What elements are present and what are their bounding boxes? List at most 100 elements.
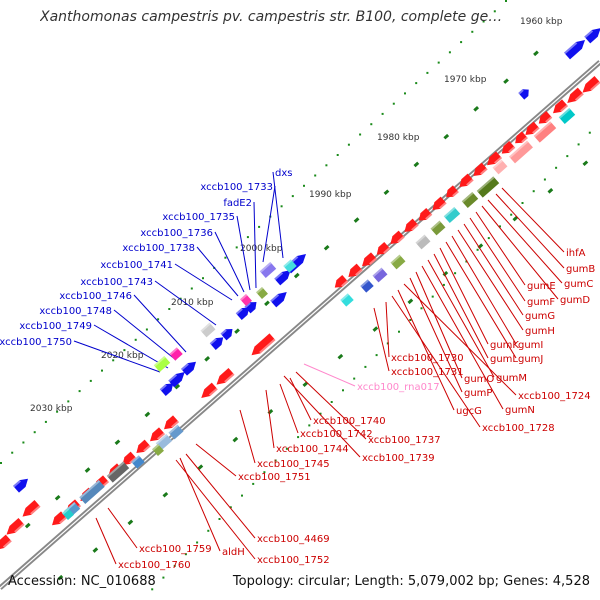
tick-dot — [179, 297, 182, 300]
tick-dot — [415, 82, 418, 85]
forward-gene-arrow — [181, 361, 196, 376]
reverse-gene-arrow-shine — [143, 444, 151, 452]
feature-box-shape — [509, 140, 533, 164]
reverse-gene-label: gumG — [525, 311, 555, 322]
tick-dash — [407, 298, 414, 305]
reverse-gene-label: xccb100_1759 — [139, 544, 212, 555]
feature-box — [200, 322, 216, 338]
tick-dot — [274, 459, 277, 462]
reverse-gene-label: gumB — [566, 264, 595, 275]
kbp-tick-label: 1960 kbp — [520, 17, 563, 27]
forward-gene-arrow-shape — [13, 478, 28, 493]
feature-box-shape — [443, 206, 461, 224]
tick-dot — [89, 379, 92, 382]
tick-dot — [499, 225, 501, 228]
tick-dot — [319, 412, 322, 415]
feature-box — [430, 220, 446, 236]
tick-dot — [101, 369, 103, 372]
forward-gene-label: xccb100_1741 — [100, 260, 173, 271]
reverse-gene-arrow-shape — [525, 121, 540, 135]
reverse-gene-label-leader — [501, 187, 565, 253]
kbp-tick-label: 2020 kbp — [101, 351, 144, 361]
kbp-tick-label: 1990 kbp — [309, 190, 352, 200]
reverse-gene-label: gumN — [505, 405, 535, 416]
reverse-gene-label-leader — [283, 375, 361, 458]
reverse-gene-arrow-shine — [369, 257, 377, 265]
tick-dot — [555, 166, 558, 169]
forward-gene-arrow — [244, 302, 257, 314]
feature-box — [340, 293, 354, 307]
forward-gene-arrow-shine — [274, 271, 284, 281]
tick-dot — [67, 400, 70, 403]
forward-gene-label-leader — [133, 294, 187, 353]
reverse-gene-arrow-shape — [487, 151, 502, 166]
reverse-gene-label: gumM — [496, 373, 527, 384]
tick-dot — [336, 154, 339, 156]
forward-gene-arrow-shape — [584, 28, 600, 44]
tick-dot — [224, 256, 227, 259]
reverse-gene-arrow-shine — [425, 213, 433, 220]
tick-dash — [144, 411, 151, 418]
tick-dot — [426, 71, 429, 74]
feature-box-shape — [360, 279, 374, 293]
feature-box-shape — [200, 322, 216, 338]
reverse-gene-label-leader — [295, 371, 367, 440]
forward-gene-arrow — [235, 307, 250, 321]
tick-dot — [280, 205, 283, 208]
reverse-gene-arrow — [487, 151, 502, 166]
reverse-gene-label: xccb100_1751 — [238, 472, 311, 483]
tick-dash — [197, 464, 204, 470]
forward-gene-label-leader — [93, 324, 169, 369]
tick-dot — [347, 143, 350, 146]
tick-dot — [134, 338, 137, 341]
reverse-gene-label: xccb100_1752 — [257, 555, 330, 566]
reverse-gene-label-leader — [185, 453, 256, 539]
reverse-gene-arrow — [201, 382, 218, 398]
forward-gene-arrow-shape — [564, 40, 585, 60]
tick-dot — [196, 541, 199, 544]
feature-box-shine — [360, 279, 370, 288]
reverse-gene-label-leader — [195, 443, 237, 477]
reverse-gene-arrow — [251, 333, 276, 356]
rna-gene-label: xccb100_rna017 — [357, 382, 440, 393]
feature-box-shine — [155, 433, 168, 445]
reverse-gene-arrow — [52, 511, 67, 526]
reverse-gene-arrow-shine — [129, 456, 137, 464]
backbone-highlight — [0, 61, 600, 589]
tick-dot — [325, 164, 328, 167]
forward-gene-arrow-shape — [159, 383, 174, 397]
reverse-gene-arrow-shape — [390, 230, 405, 244]
forward-gene-arrow-shine — [13, 480, 21, 488]
reverse-gene-label: xccb100_1745 — [257, 459, 330, 470]
reverse-gene-label-leader — [239, 409, 256, 464]
tick-dot — [431, 295, 434, 298]
feature-box — [390, 254, 406, 270]
reverse-gene-arrow — [446, 185, 459, 198]
forward-gene-arrow-shape — [209, 337, 224, 351]
reverse-gene-label-leader — [373, 307, 390, 372]
forward-gene-arrow-shape — [220, 329, 233, 341]
forward-gene-label: xccb100_1750 — [0, 337, 72, 348]
reverse-gene-label-leader — [487, 199, 563, 284]
forward-gene-arrow-shine — [168, 373, 178, 383]
tick-dash — [24, 522, 31, 529]
tick-dot — [493, 10, 496, 13]
feature-box — [558, 107, 576, 125]
forward-gene-label-leader — [113, 309, 177, 361]
tick-dash — [54, 494, 61, 501]
forward-gene-label-leader — [154, 280, 217, 326]
forward-gene-arrow — [518, 89, 529, 100]
tick-dot — [420, 307, 423, 310]
reverse-gene-label: gumL — [490, 354, 518, 365]
tick-dot — [482, 20, 485, 23]
reverse-gene-arrow-shine — [494, 156, 502, 164]
tick-dot — [291, 195, 294, 198]
reverse-gene-arrow-shine — [259, 338, 276, 354]
feature-box — [533, 121, 557, 143]
kbp-tick-label: 2010 kbp — [171, 298, 214, 308]
forward-gene-arrow-shine — [235, 308, 243, 315]
tick-dot — [11, 451, 14, 454]
forward-gene-label: xccb100_1735 — [162, 212, 235, 223]
reverse-gene-arrow-shape — [122, 451, 137, 465]
